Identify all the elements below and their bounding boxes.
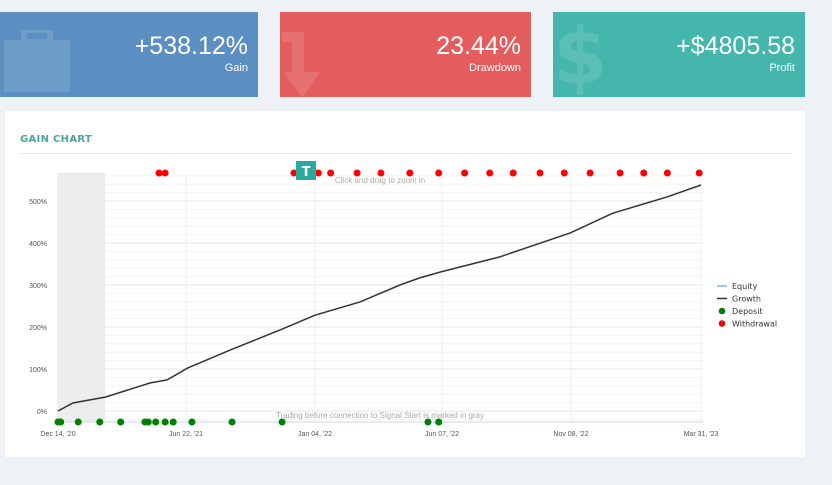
withdrawal-marker xyxy=(640,169,648,177)
legend-withdrawal-swatch xyxy=(718,320,726,327)
withdrawal-marker xyxy=(435,169,443,177)
legend-deposit-swatch xyxy=(718,307,726,315)
gain-card: +538.12% Gain xyxy=(0,12,258,97)
x-tick-label: Jan 04, '22 xyxy=(298,431,332,438)
deposit-marker xyxy=(188,418,196,426)
drawdown-label: Drawdown xyxy=(469,62,521,74)
x-tick-label: Jun 07, '22 xyxy=(425,431,459,438)
dollar-icon: $ xyxy=(553,12,608,97)
arrow-down-icon xyxy=(282,32,320,97)
gray-note: Trading before connection to Signal Star… xyxy=(276,411,484,420)
deposit-marker xyxy=(96,418,104,426)
legend-withdrawal-label: Withdrawal xyxy=(732,320,777,329)
profit-card: $ +$4805.58 Profit xyxy=(553,12,805,97)
withdrawal-marker xyxy=(461,169,469,177)
y-tick-label: 200% xyxy=(29,325,47,332)
withdrawal-marker xyxy=(314,169,322,177)
deposit-marker xyxy=(161,418,169,426)
y-tick-label: 500% xyxy=(29,199,47,206)
pre-signal-gray-region xyxy=(57,172,106,422)
x-tick-label: Nov 08, '22 xyxy=(553,431,588,438)
withdrawal-marker xyxy=(155,169,163,177)
deposit-marker xyxy=(57,418,65,426)
y-tick-label: 100% xyxy=(29,367,47,374)
zoom-hint: Click and drag to zoom in xyxy=(335,176,425,185)
growth-line xyxy=(57,184,702,412)
withdrawal-marker xyxy=(406,169,414,177)
withdrawal-marker xyxy=(616,169,624,177)
x-tick-label: Mar 31, '23 xyxy=(684,431,719,438)
deposit-marker xyxy=(228,418,236,426)
svg-text:T: T xyxy=(302,165,311,180)
deposit-marker xyxy=(74,418,82,426)
deposit-marker xyxy=(117,418,125,426)
divider xyxy=(20,153,792,154)
deposit-marker xyxy=(424,418,432,426)
legend-deposit-label: Deposit xyxy=(732,307,763,316)
withdrawal-marker xyxy=(327,169,335,177)
profit-value: +$4805.58 xyxy=(676,32,795,60)
deposit-marker xyxy=(169,418,177,426)
withdrawal-marker xyxy=(290,169,298,177)
y-tick-label: 0% xyxy=(37,409,47,416)
deposit-marker xyxy=(144,418,152,426)
gain-chart-panel: GAIN CHART xyxy=(5,111,805,457)
withdrawal-marker xyxy=(560,169,568,177)
withdrawal-marker xyxy=(695,169,703,177)
withdrawal-marker xyxy=(161,169,169,177)
withdrawal-marker xyxy=(663,169,671,177)
withdrawal-marker xyxy=(486,169,494,177)
profit-label: Profit xyxy=(769,62,795,74)
deposit-marker xyxy=(435,418,443,426)
x-tick-label: Dec 14, '20 xyxy=(40,431,75,438)
trade-badge[interactable]: T xyxy=(296,161,316,180)
deposit-marker xyxy=(152,418,160,426)
gain-label: Gain xyxy=(224,62,248,74)
drawdown-value: 23.44% xyxy=(436,32,521,60)
withdrawal-marker xyxy=(509,169,517,177)
drawdown-card: 23.44% Drawdown xyxy=(280,12,531,97)
withdrawal-marker xyxy=(536,169,544,177)
y-tick-label: 300% xyxy=(29,283,47,290)
x-tick-label: Jun 22, '21 xyxy=(169,431,203,438)
deposit-marker xyxy=(278,418,286,426)
withdrawal-marker xyxy=(353,169,361,177)
y-tick-label: 400% xyxy=(29,241,47,248)
gain-value: +538.12% xyxy=(134,32,248,60)
legend-equity-label: Equity xyxy=(732,282,758,291)
briefcase-icon xyxy=(4,30,70,92)
chart-title: GAIN CHART xyxy=(20,134,93,145)
legend-growth-label: Growth xyxy=(732,295,761,304)
withdrawal-marker xyxy=(586,169,594,177)
withdrawal-marker xyxy=(377,169,385,177)
